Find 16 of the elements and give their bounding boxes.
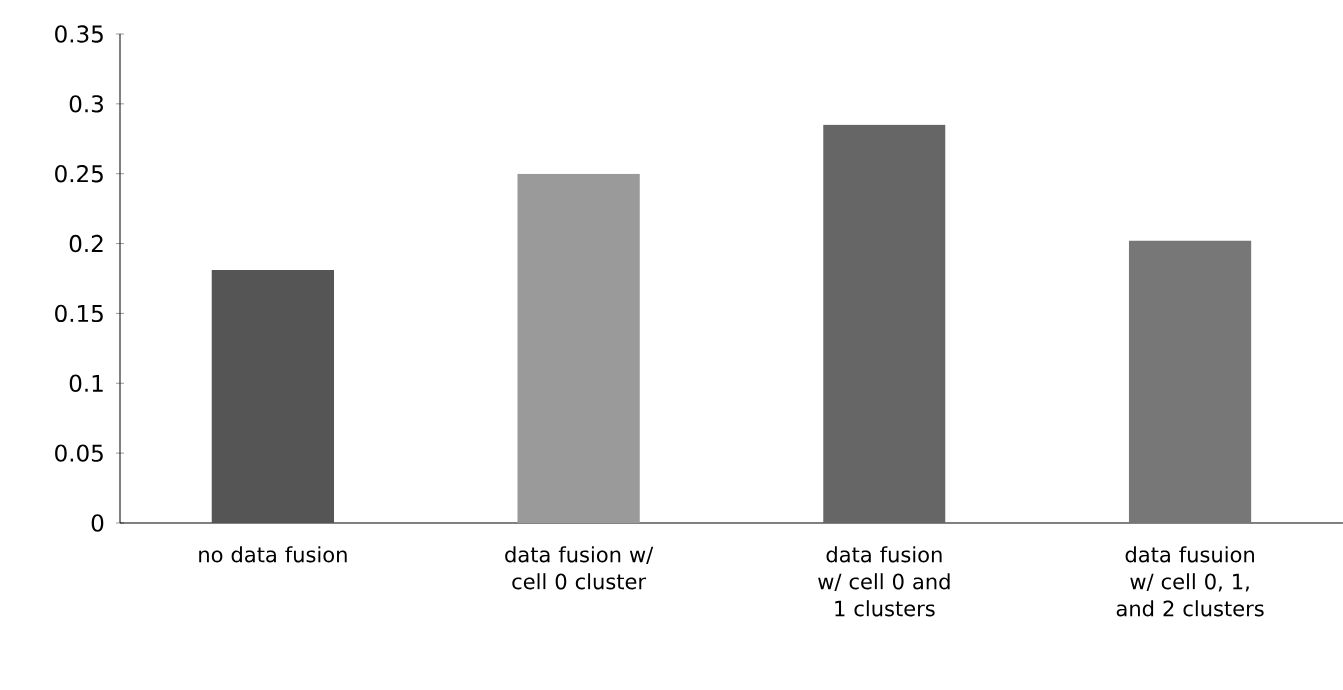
y-tick-label: 0.2 [69, 234, 103, 253]
y-tick-label: 0.35 [55, 25, 103, 43]
x-tick-label: data fusion w/ cell 0 cluster [505, 546, 654, 590]
bar [517, 173, 640, 523]
y-tick-label: 0.3 [69, 95, 103, 113]
y-tick-label: 0.15 [55, 304, 103, 323]
y-tick-label: 0.05 [55, 444, 103, 462]
x-tick-label: data fusuion w/ cell 0, 1, and 2 clusters [1116, 546, 1264, 617]
x-tick-label: data fusion w/ cell 0 and 1 clusters [818, 546, 950, 617]
y-tick-label: 0 [91, 514, 104, 532]
bar [1128, 240, 1252, 523]
bar [823, 124, 946, 523]
bar [211, 270, 335, 523]
y-tick-label: 0.25 [55, 165, 103, 183]
y-tick-label: 0.1 [69, 374, 103, 392]
x-tick-label: no data fusion [199, 546, 347, 563]
